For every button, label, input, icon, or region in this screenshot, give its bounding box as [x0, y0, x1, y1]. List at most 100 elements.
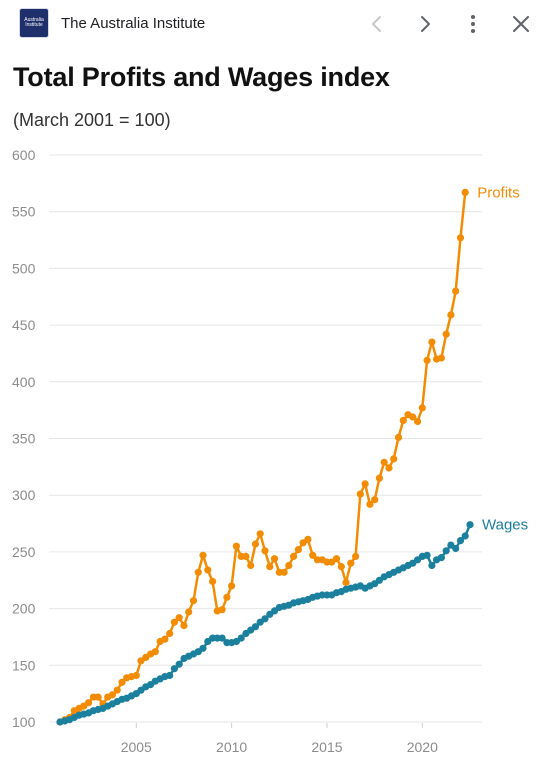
data-point[interactable] [347, 559, 355, 567]
x-tick-label: 2005 [121, 739, 152, 755]
data-point[interactable] [280, 568, 288, 576]
data-point[interactable] [132, 671, 140, 680]
more-menu-button[interactable] [461, 12, 485, 36]
data-point[interactable] [294, 546, 302, 554]
data-point[interactable] [261, 615, 269, 623]
data-point[interactable] [170, 665, 178, 673]
data-point[interactable] [242, 552, 250, 560]
data-point[interactable] [456, 537, 465, 545]
data-point[interactable] [166, 671, 174, 680]
data-point[interactable] [461, 532, 469, 540]
y-tick-label: 450 [12, 317, 36, 333]
data-point[interactable] [166, 629, 174, 638]
data-point[interactable] [256, 530, 264, 538]
data-point[interactable] [185, 608, 193, 616]
data-point[interactable] [380, 458, 388, 466]
y-tick-label: 200 [12, 601, 36, 617]
data-point[interactable] [266, 563, 274, 571]
data-point[interactable] [204, 566, 212, 574]
data-point[interactable] [161, 635, 169, 643]
data-point[interactable] [361, 480, 369, 488]
data-point[interactable] [342, 578, 350, 587]
data-point[interactable] [85, 699, 93, 707]
data-point[interactable] [175, 614, 183, 622]
data-point[interactable] [423, 551, 431, 559]
data-point[interactable] [452, 544, 460, 553]
data-point[interactable] [251, 540, 260, 548]
series-lines [56, 188, 474, 726]
data-point[interactable] [356, 490, 364, 498]
chart-subtitle: (March 2001 = 100) [13, 110, 171, 130]
data-point[interactable] [194, 568, 202, 576]
australia-institute-logo[interactable]: Australia Institute [19, 8, 49, 38]
data-point[interactable] [337, 563, 345, 571]
data-point[interactable] [189, 597, 198, 605]
data-point[interactable] [180, 622, 188, 630]
data-point[interactable] [218, 606, 226, 614]
data-point[interactable] [452, 287, 460, 295]
data-point[interactable] [385, 464, 393, 472]
data-point[interactable] [199, 644, 207, 652]
y-tick-label: 550 [12, 204, 36, 220]
data-point[interactable] [170, 618, 178, 626]
data-point[interactable] [371, 496, 379, 504]
data-point[interactable] [375, 474, 383, 482]
data-point[interactable] [442, 330, 450, 338]
y-axis-ticks: 100 150 200 250 300 350 400 450 500 550 600 [12, 147, 36, 730]
data-point[interactable] [237, 634, 245, 642]
data-point[interactable] [428, 561, 436, 570]
data-point[interactable] [461, 188, 469, 196]
data-point[interactable] [309, 551, 317, 559]
data-point[interactable] [466, 521, 474, 529]
data-point[interactable] [247, 561, 255, 570]
y-tick-label: 400 [12, 374, 36, 390]
data-point[interactable] [418, 404, 426, 412]
data-point[interactable] [218, 634, 226, 642]
data-point[interactable] [209, 577, 217, 585]
data-point[interactable] [290, 552, 298, 560]
data-point[interactable] [399, 416, 407, 424]
chevron-left-icon [372, 16, 381, 32]
data-point[interactable] [232, 542, 240, 550]
data-point[interactable] [390, 455, 398, 463]
series-labels: Profits Wages [477, 184, 528, 533]
series-profits [56, 188, 469, 726]
data-point[interactable] [118, 678, 126, 686]
data-point[interactable] [428, 338, 436, 346]
data-point[interactable] [442, 547, 450, 555]
data-point[interactable] [223, 593, 231, 601]
back-button[interactable] [365, 12, 389, 36]
data-point[interactable] [352, 552, 360, 560]
x-axis-ticks: 2005 2010 2015 2020 [121, 723, 438, 755]
more-vertical-icon [471, 15, 475, 33]
data-point[interactable] [437, 354, 445, 362]
data-point[interactable] [270, 555, 279, 563]
y-tick-label: 500 [12, 260, 36, 276]
data-point[interactable] [394, 433, 403, 441]
x-tick-label: 2020 [407, 739, 438, 755]
close-button[interactable] [509, 12, 533, 36]
logo-text: Australia Institute [24, 17, 44, 28]
data-point[interactable] [199, 551, 207, 559]
data-point[interactable] [414, 417, 422, 426]
data-point[interactable] [366, 500, 374, 508]
data-point[interactable] [332, 555, 341, 563]
forward-button[interactable] [413, 12, 437, 36]
data-point[interactable] [447, 311, 455, 319]
data-point[interactable] [251, 623, 260, 631]
data-point[interactable] [228, 582, 236, 590]
chart-title: Total Profits and Wages index [13, 62, 390, 92]
data-point[interactable] [261, 547, 269, 555]
data-point[interactable] [285, 561, 293, 570]
data-point[interactable] [151, 648, 159, 656]
data-point[interactable] [175, 660, 183, 668]
data-point[interactable] [409, 413, 417, 421]
data-point[interactable] [108, 691, 116, 699]
data-point[interactable] [304, 535, 312, 543]
data-point[interactable] [94, 693, 102, 701]
app-header: Australia Institute The Australia Instit… [0, 0, 548, 48]
data-point[interactable] [113, 686, 121, 694]
data-point[interactable] [456, 234, 465, 242]
data-point[interactable] [437, 554, 445, 562]
data-point[interactable] [423, 356, 431, 364]
